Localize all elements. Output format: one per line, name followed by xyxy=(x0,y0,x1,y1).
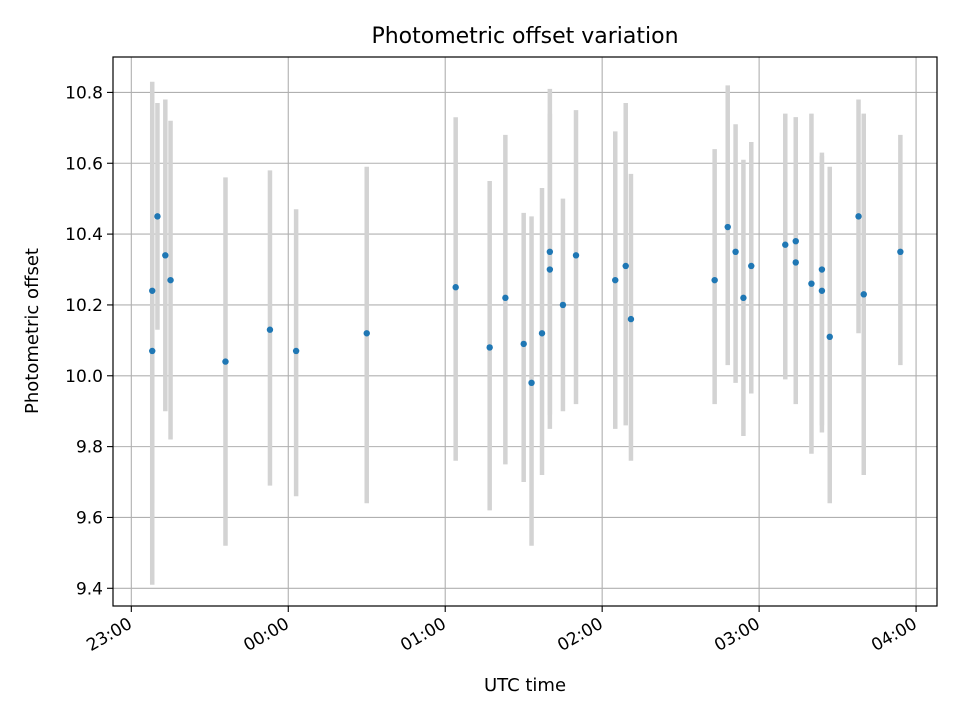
y-tick-label: 9.8 xyxy=(76,438,103,458)
data-point xyxy=(826,333,833,341)
data-point xyxy=(546,266,554,273)
data-point xyxy=(792,259,799,266)
y-tick-label: 9.4 xyxy=(76,579,103,599)
data-point xyxy=(452,284,459,291)
y-tick-label: 10.2 xyxy=(65,296,103,316)
data-point xyxy=(167,276,174,284)
data-point xyxy=(612,276,619,284)
data-point xyxy=(855,213,862,220)
data-point xyxy=(818,287,826,294)
data-point xyxy=(559,301,567,309)
data-point xyxy=(808,280,815,287)
data-point xyxy=(792,237,799,245)
data-point xyxy=(502,294,509,302)
data-point xyxy=(528,379,535,387)
data-point xyxy=(622,262,629,270)
data-point xyxy=(711,276,718,284)
data-point xyxy=(266,326,274,333)
data-point xyxy=(740,294,747,302)
data-point xyxy=(860,291,867,298)
data-point xyxy=(162,252,169,259)
data-point xyxy=(363,330,370,337)
chart-title: Photometric offset variation xyxy=(371,24,678,49)
data-point xyxy=(154,213,161,220)
y-tick-label: 10.4 xyxy=(65,225,103,245)
data-point xyxy=(818,266,826,273)
data-point xyxy=(724,223,731,231)
data-point xyxy=(546,248,554,256)
data-point xyxy=(520,340,527,348)
y-tick-label: 9.6 xyxy=(76,508,103,528)
data-point xyxy=(748,262,755,270)
y-tick-label: 10.6 xyxy=(65,154,103,174)
data-point xyxy=(572,252,580,259)
y-tick-label: 10.8 xyxy=(65,83,103,103)
data-point xyxy=(149,347,156,355)
plot-frame xyxy=(112,56,938,607)
data-point xyxy=(538,330,546,337)
data-point xyxy=(627,315,635,323)
y-tick-label: 10.0 xyxy=(65,367,103,387)
y-axis-label: Photometric offset xyxy=(22,248,43,414)
data-point xyxy=(486,344,493,351)
data-point xyxy=(782,241,789,248)
data-point xyxy=(222,358,229,365)
data-point xyxy=(292,347,300,355)
x-axis-label: UTC time xyxy=(484,675,566,696)
data-point xyxy=(897,248,904,256)
data-point xyxy=(732,248,739,256)
data-point xyxy=(149,287,156,294)
